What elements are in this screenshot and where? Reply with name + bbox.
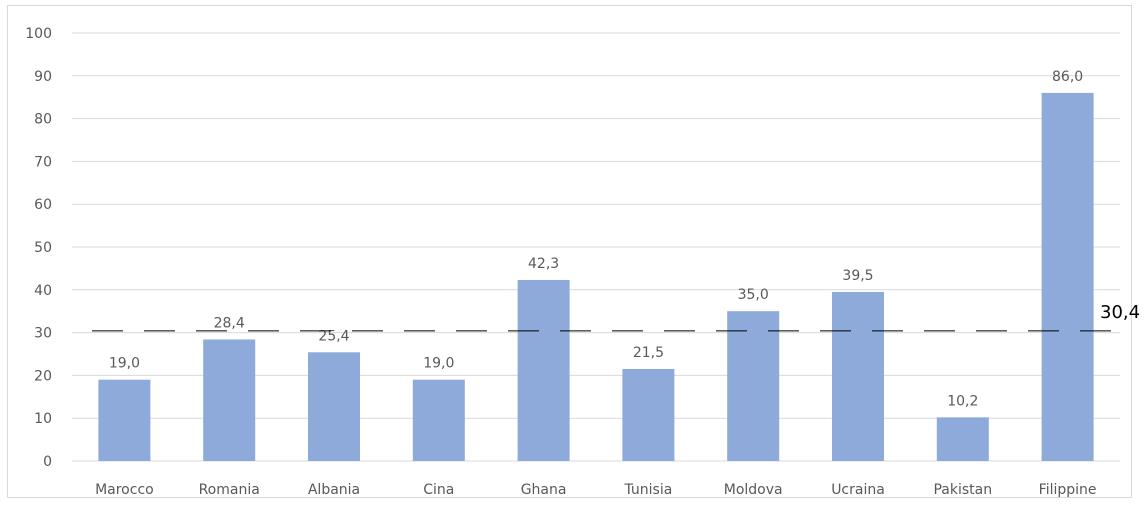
x-tick-label-pakistan: Pakistan [933, 482, 992, 498]
data-label-marocco: 19,0 [109, 356, 140, 372]
data-label-ghana: 42,3 [528, 256, 559, 272]
y-tick-label: 40 [34, 283, 52, 299]
bar-moldova [727, 311, 780, 461]
data-labels: 19,0 28,4 25,4 19,0 42,3 21,5 35,0 39,5 10,2 86,0 [109, 69, 1083, 409]
data-label-romania: 28,4 [214, 315, 245, 331]
bar-tunisia [622, 368, 675, 461]
y-tick-label: 50 [34, 240, 52, 256]
y-tick-label: 10 [34, 411, 52, 427]
y-tick-label: 30 [34, 326, 52, 342]
x-tick-label-ghana: Ghana [521, 482, 567, 498]
data-label-tunisia: 21,5 [633, 345, 664, 361]
y-tick-label: 60 [34, 197, 52, 213]
bar-cina [412, 379, 465, 461]
x-tick-label-moldova: Moldova [724, 482, 783, 498]
x-tick-label-cina: Cina [423, 482, 454, 498]
y-tick-label: 80 [34, 112, 52, 128]
x-axis-tick-labels: Marocco Romania Albania Cina Ghana Tunisia Mol… [95, 482, 1096, 498]
average-reference-line: 30,4 [92, 302, 1140, 332]
x-tick-label-romania: Romania [199, 482, 260, 498]
bar-romania [203, 339, 256, 461]
y-tick-label: 0 [43, 454, 52, 470]
x-tick-label-filippine: Filippine [1039, 482, 1097, 498]
y-axis-tick-labels: 0 10 20 30 40 50 60 70 80 90 100 [25, 26, 52, 470]
bar-pakistan [936, 417, 989, 461]
bar-filippine [1041, 92, 1094, 462]
chart-frame [7, 5, 1132, 498]
bar-albania [308, 352, 360, 461]
x-tick-label-albania: Albania [308, 482, 360, 498]
data-label-moldova: 35,0 [738, 287, 769, 303]
data-label-albania: 25,4 [318, 328, 349, 344]
bar-marocco [98, 379, 151, 461]
data-label-ucraina: 39,5 [842, 268, 873, 284]
reference-line-label: 30,4 [1100, 302, 1140, 323]
data-label-filippine: 86,0 [1052, 69, 1083, 85]
data-label-pakistan: 10,2 [947, 393, 978, 409]
bar-ghana [517, 279, 570, 461]
y-tick-label: 70 [34, 154, 52, 170]
y-tick-label: 20 [34, 368, 52, 384]
x-tick-label-tunisia: Tunisia [623, 482, 672, 498]
bars [98, 92, 1094, 462]
y-tick-label: 100 [25, 26, 52, 42]
y-tick-label: 90 [34, 69, 52, 85]
x-tick-label-ucraina: Ucraina [831, 482, 885, 498]
x-tick-label-marocco: Marocco [95, 482, 154, 498]
bar-ucraina [832, 291, 884, 461]
data-label-cina: 19,0 [423, 356, 454, 372]
